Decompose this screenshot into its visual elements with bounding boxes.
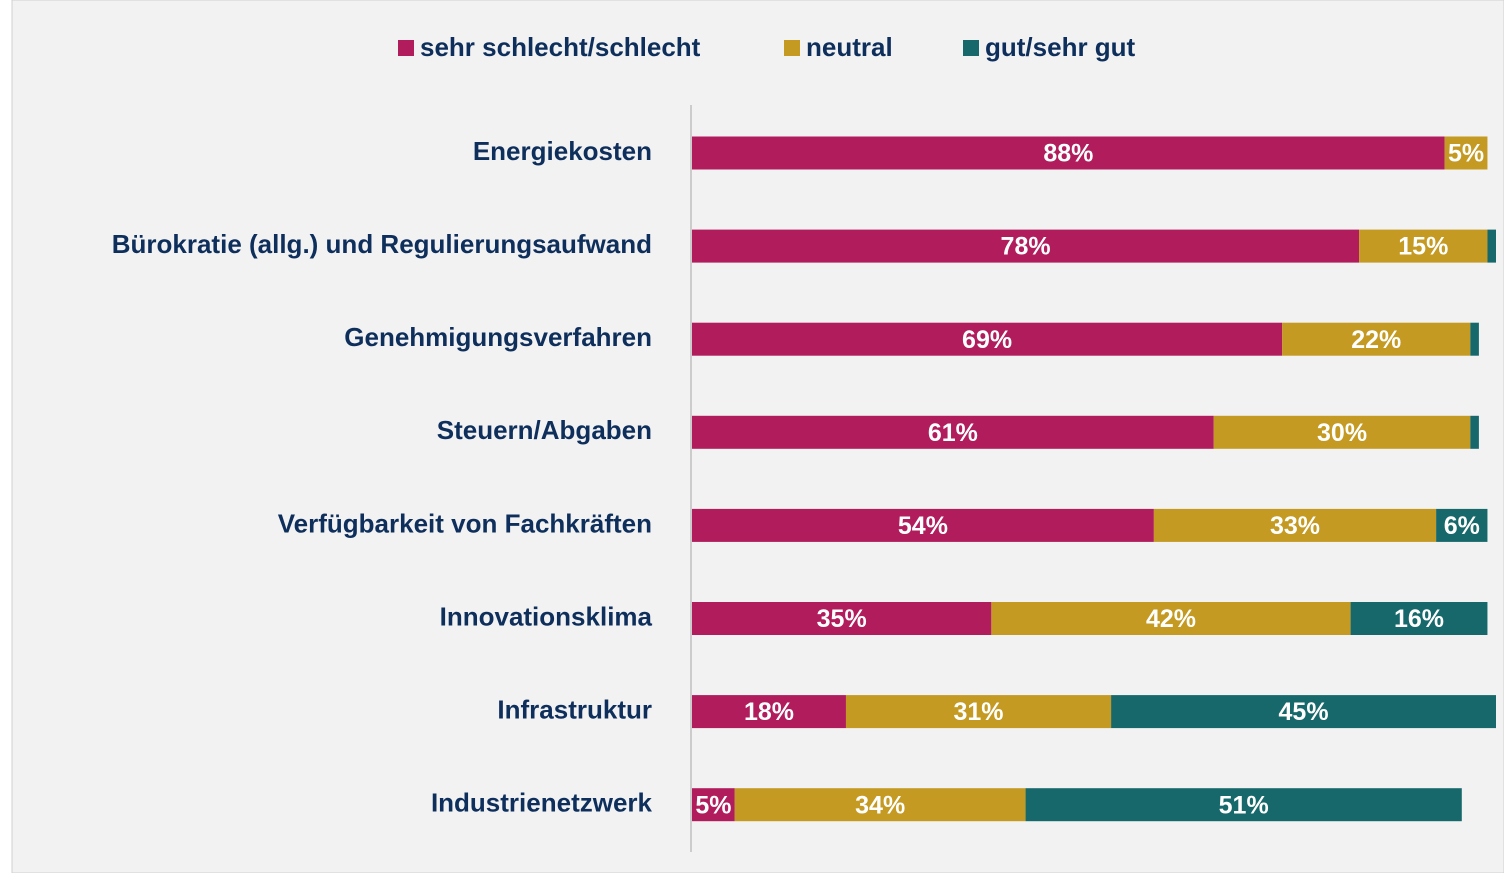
category-label: Bürokratie (allg.) und Regulierungsaufwa… [112,229,652,259]
bar-segment [692,788,735,822]
bar-segment [692,602,992,635]
category-label: Infrastruktur [497,694,652,724]
data-label: 22% [1351,326,1401,354]
data-label: 88% [1043,140,1093,168]
data-label: 31% [954,698,1004,726]
data-label: 5% [1448,140,1484,168]
data-label: 34% [855,791,905,819]
legend-swatch [963,40,979,56]
bar-segment [1111,695,1496,729]
bar-segment [692,136,1445,170]
data-label: 69% [962,326,1012,354]
bar-segment [991,602,1351,635]
data-label: 5% [695,791,731,819]
data-label: 42% [1146,605,1196,633]
bar-segment [1470,322,1479,356]
bar-segment [692,508,1154,542]
bar-segment [692,322,1283,356]
legend-swatch [398,40,414,56]
bar-segment [734,788,1026,822]
bar-segment [1282,322,1471,356]
data-label: 51% [1219,791,1269,819]
category-label: Industrienetzwerk [431,788,653,818]
category-label: Innovationsklima [440,601,653,631]
bar-segment [1436,508,1488,542]
category-label: Verfügbarkeit von Fachkräften [278,508,652,538]
legend-swatch [784,40,800,56]
data-label: 45% [1279,698,1329,726]
bar-segment [1153,508,1437,542]
category-label: Energiekosten [473,136,652,166]
bar-segment [1444,136,1488,170]
bar-segment [845,695,1112,729]
data-label: 35% [817,605,867,633]
data-label: 33% [1270,512,1320,540]
bar-segment [692,695,846,729]
legend-label: sehr schlecht/schlecht [420,32,701,62]
bar-segment [1350,602,1488,635]
bar-segment [1025,788,1462,822]
data-label: 15% [1398,233,1448,261]
bar-segment [1359,229,1488,263]
data-label: 61% [928,419,978,447]
legend-label: gut/sehr gut [985,32,1136,62]
bar-segment [692,415,1214,449]
bar-segment [1470,415,1479,449]
data-label: 78% [1001,233,1051,261]
category-label: Steuern/Abgaben [437,415,652,445]
bar-segment [692,229,1360,263]
bar-segment [1213,415,1471,449]
data-label: 30% [1317,419,1367,447]
legend-label: neutral [806,32,893,62]
category-label: Genehmigungsverfahren [344,322,652,352]
data-label: 6% [1444,512,1480,540]
data-label: 16% [1394,605,1444,633]
data-label: 54% [898,512,948,540]
data-label: 18% [744,698,794,726]
bar-segment [1487,229,1496,263]
